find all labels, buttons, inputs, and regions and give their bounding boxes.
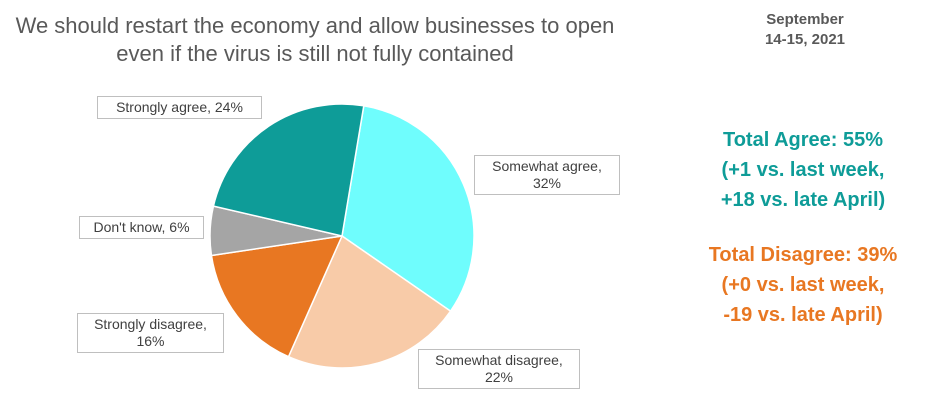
data-label: Somewhat disagree, 22% <box>418 349 580 389</box>
note-line: Total Disagree: 39% <box>708 244 898 266</box>
note-line: September <box>766 11 844 28</box>
pie-slice <box>287 234 452 369</box>
disagree-note: Total Disagree: 39% (+0 vs. last week, -19… <box>680 240 926 330</box>
date: September 14-15, 2021 <box>740 10 870 50</box>
pie-slice <box>212 103 365 237</box>
note-line: +18 vs. late April) <box>720 189 886 211</box>
note-line: -19 vs. late April) <box>723 304 883 326</box>
agree-note: Total Agree: 55% (+1 vs. last week, +18 vs… <box>680 125 926 215</box>
pie-slice <box>210 235 344 358</box>
data-label: Somewhat agree, 32% <box>474 155 620 195</box>
chart-title: We should restart the economy and allow … <box>15 13 615 66</box>
pie-slice <box>341 104 475 313</box>
note-line: 14-15, 2021 <box>764 31 846 48</box>
note-line: (+1 vs. last week, <box>721 159 885 181</box>
data-label: Don't know, 6% <box>79 216 204 239</box>
data-label: Strongly disagree, 16% <box>77 313 224 353</box>
data-label: Strongly agree, 24% <box>97 96 262 119</box>
note-line: Total Agree: 55% <box>722 129 884 151</box>
note-line: (+0 vs. last week, <box>721 274 885 296</box>
